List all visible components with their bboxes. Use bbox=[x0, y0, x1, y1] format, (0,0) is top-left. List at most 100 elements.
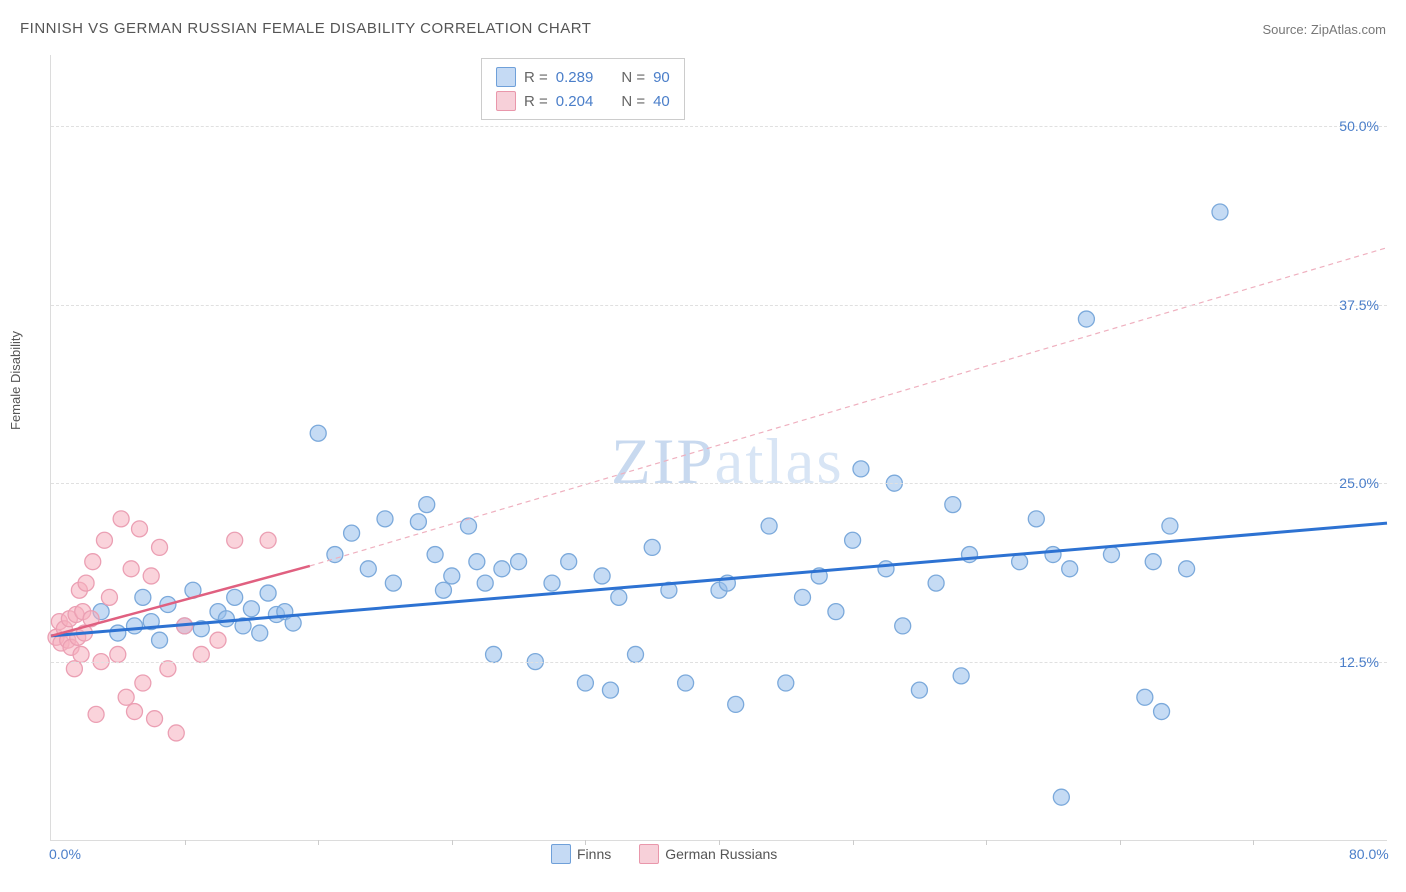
scatter-point bbox=[66, 661, 82, 677]
scatter-point bbox=[1103, 547, 1119, 563]
x-tick-mark bbox=[1253, 840, 1254, 845]
scatter-point bbox=[435, 582, 451, 598]
scatter-point bbox=[252, 625, 268, 641]
scatter-point bbox=[135, 589, 151, 605]
legend: Finns German Russians bbox=[551, 844, 777, 864]
stat-n-value: 90 bbox=[653, 69, 670, 86]
scatter-point bbox=[227, 589, 243, 605]
scatter-point bbox=[210, 632, 226, 648]
scatter-point bbox=[594, 568, 610, 584]
stat-r-label: R = bbox=[524, 93, 548, 110]
scatter-point bbox=[110, 625, 126, 641]
scatter-point bbox=[73, 646, 89, 662]
scatter-point bbox=[243, 601, 259, 617]
scatter-point bbox=[147, 711, 163, 727]
scatter-point bbox=[895, 618, 911, 634]
scatter-point bbox=[344, 525, 360, 541]
x-tick-mark bbox=[1120, 840, 1121, 845]
scatter-point bbox=[360, 561, 376, 577]
scatter-point bbox=[1062, 561, 1078, 577]
x-tick-mark bbox=[853, 840, 854, 845]
scatter-point bbox=[160, 661, 176, 677]
legend-swatch bbox=[551, 844, 571, 864]
chart-area: ZIPatlas R = 0.289 N = 90 R = 0.204 N = … bbox=[50, 55, 1387, 841]
scatter-point bbox=[285, 615, 301, 631]
stat-row: R = 0.204 N = 40 bbox=[496, 89, 670, 113]
scatter-point bbox=[911, 682, 927, 698]
scatter-point bbox=[85, 554, 101, 570]
stat-swatch bbox=[496, 67, 516, 87]
scatter-point bbox=[310, 425, 326, 441]
stat-r-label: R = bbox=[524, 69, 548, 86]
scatter-point bbox=[152, 632, 168, 648]
scatter-point bbox=[845, 532, 861, 548]
x-tick-mark bbox=[185, 840, 186, 845]
scatter-point bbox=[427, 547, 443, 563]
scatter-point bbox=[1053, 789, 1069, 805]
scatter-point bbox=[123, 561, 139, 577]
scatter-point bbox=[486, 646, 502, 662]
x-tick-mark bbox=[986, 840, 987, 845]
scatter-point bbox=[928, 575, 944, 591]
scatter-point bbox=[1078, 311, 1094, 327]
scatter-point bbox=[945, 497, 961, 513]
stat-n-value: 40 bbox=[653, 93, 670, 110]
legend-label: German Russians bbox=[665, 846, 777, 862]
scatter-point bbox=[761, 518, 777, 534]
scatter-plot bbox=[51, 55, 1387, 840]
scatter-point bbox=[1212, 204, 1228, 220]
scatter-point bbox=[1162, 518, 1178, 534]
x-tick-mark bbox=[318, 840, 319, 845]
scatter-point bbox=[377, 511, 393, 527]
trend-line bbox=[51, 523, 1387, 636]
scatter-point bbox=[1045, 547, 1061, 563]
scatter-point bbox=[127, 618, 143, 634]
gridline bbox=[51, 483, 1387, 484]
scatter-point bbox=[611, 589, 627, 605]
legend-label: Finns bbox=[577, 846, 611, 862]
legend-item: Finns bbox=[551, 844, 611, 864]
scatter-point bbox=[260, 532, 276, 548]
scatter-point bbox=[444, 568, 460, 584]
scatter-point bbox=[227, 532, 243, 548]
y-tick-label: 25.0% bbox=[1339, 475, 1379, 491]
scatter-point bbox=[88, 706, 104, 722]
scatter-point bbox=[1028, 511, 1044, 527]
scatter-point bbox=[385, 575, 401, 591]
scatter-point bbox=[1137, 689, 1153, 705]
y-axis-label: Female Disability bbox=[8, 331, 23, 430]
scatter-point bbox=[135, 675, 151, 691]
chart-title: FINNISH VS GERMAN RUSSIAN FEMALE DISABIL… bbox=[20, 20, 591, 37]
y-tick-label: 12.5% bbox=[1339, 654, 1379, 670]
x-tick-label: 0.0% bbox=[49, 846, 81, 862]
stat-r-value: 0.289 bbox=[556, 69, 594, 86]
scatter-point bbox=[778, 675, 794, 691]
x-tick-mark bbox=[452, 840, 453, 845]
scatter-point bbox=[101, 589, 117, 605]
scatter-point bbox=[828, 604, 844, 620]
scatter-point bbox=[878, 561, 894, 577]
scatter-point bbox=[602, 682, 618, 698]
gridline bbox=[51, 662, 1387, 663]
scatter-point bbox=[218, 611, 234, 627]
source-label: Source: ZipAtlas.com bbox=[1262, 22, 1386, 37]
scatter-point bbox=[1179, 561, 1195, 577]
scatter-point bbox=[795, 589, 811, 605]
scatter-point bbox=[419, 497, 435, 513]
scatter-point bbox=[152, 539, 168, 555]
scatter-point bbox=[118, 689, 134, 705]
legend-item: German Russians bbox=[639, 844, 777, 864]
scatter-point bbox=[168, 725, 184, 741]
scatter-point bbox=[461, 518, 477, 534]
scatter-point bbox=[577, 675, 593, 691]
scatter-point bbox=[728, 696, 744, 712]
y-tick-label: 50.0% bbox=[1339, 118, 1379, 134]
scatter-point bbox=[544, 575, 560, 591]
stat-row: R = 0.289 N = 90 bbox=[496, 65, 670, 89]
scatter-point bbox=[469, 554, 485, 570]
scatter-point bbox=[1154, 704, 1170, 720]
gridline bbox=[51, 126, 1387, 127]
x-tick-label: 80.0% bbox=[1349, 846, 1389, 862]
scatter-point bbox=[113, 511, 129, 527]
scatter-point bbox=[1145, 554, 1161, 570]
